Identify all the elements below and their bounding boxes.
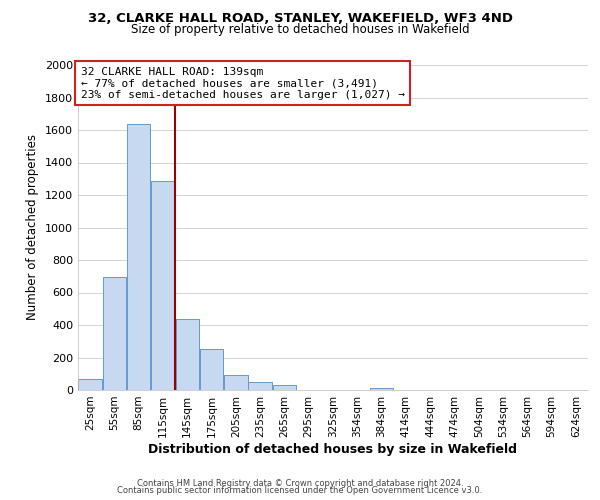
Bar (127, 124, 151, 390)
Bar (272, 386, 296, 390)
Text: Size of property relative to detached houses in Wakefield: Size of property relative to detached ho… (131, 22, 469, 36)
Text: Contains public sector information licensed under the Open Government Licence v3: Contains public sector information licen… (118, 486, 482, 495)
Bar (151, 181, 175, 390)
Bar (200, 350, 223, 390)
X-axis label: Distribution of detached houses by size in Wakefield: Distribution of detached houses by size … (149, 442, 517, 456)
Bar (176, 320, 199, 390)
Text: 32, CLARKE HALL ROAD, STANLEY, WAKEFIELD, WF3 4ND: 32, CLARKE HALL ROAD, STANLEY, WAKEFIELD… (88, 12, 512, 26)
Bar (370, 388, 394, 390)
Bar (79, 380, 102, 390)
Bar (248, 382, 272, 390)
Bar (224, 376, 248, 390)
Bar (103, 277, 126, 390)
Y-axis label: Number of detached properties: Number of detached properties (26, 134, 40, 320)
Text: Contains HM Land Registry data © Crown copyright and database right 2024.: Contains HM Land Registry data © Crown c… (137, 478, 463, 488)
Text: 32 CLARKE HALL ROAD: 139sqm
← 77% of detached houses are smaller (3,491)
23% of : 32 CLARKE HALL ROAD: 139sqm ← 77% of det… (80, 66, 404, 100)
